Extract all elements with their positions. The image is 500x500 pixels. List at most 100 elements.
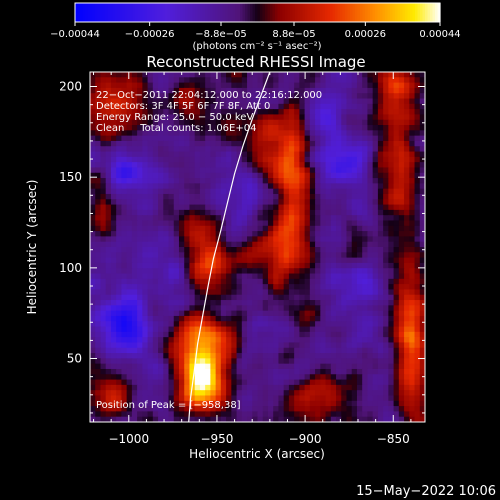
heatmap-pixel [393,193,400,200]
heatmap-pixel [377,98,384,105]
heatmap-pixel [105,140,112,147]
heatmap-pixel [315,151,321,158]
heatmap-pixel [267,125,274,131]
heatmap-pixel [299,384,306,391]
heatmap-pixel [105,257,112,264]
colorbar-cell [322,3,326,22]
heatmap-pixel [341,125,347,131]
heatmap-pixel [320,98,327,105]
heatmap-pixel [330,284,337,290]
heatmap-pixel [247,188,253,195]
heatmap-pixel [220,109,227,115]
heatmap-pixel [315,390,321,396]
heatmap-pixel [142,384,149,391]
heatmap-pixel [210,178,217,184]
heatmap-pixel [288,215,295,221]
heatmap-pixel [163,183,170,190]
heatmap-pixel [231,368,238,375]
heatmap-pixel [189,284,196,290]
heatmap-pixel [404,257,410,264]
heatmap-pixel [100,326,107,333]
heatmap-pixel [168,188,175,195]
heatmap-pixel [288,406,295,412]
heatmap-pixel [215,119,222,126]
heatmap-pixel [299,93,306,100]
heatmap-pixel [388,363,395,370]
heatmap-pixel [90,353,96,359]
heatmap-pixel [205,183,211,190]
heatmap-pixel [147,162,154,168]
heatmap-pixel [241,289,248,296]
heatmap-pixel [116,199,122,206]
heatmap-pixel [409,411,416,418]
heatmap-pixel [409,172,416,179]
heatmap-pixel [184,310,190,317]
heatmap-pixel [231,146,238,153]
heatmap-pixel [184,103,190,110]
heatmap-pixel [372,220,379,227]
heatmap-pixel [278,342,285,349]
heatmap-pixel [356,82,363,89]
heatmap-pixel [105,368,112,375]
heatmap-pixel [393,225,400,232]
heatmap-pixel [247,400,253,407]
heatmap-pixel [163,416,170,422]
heatmap-pixel [252,103,258,110]
heatmap-pixel [351,315,358,322]
heatmap-pixel [315,109,321,115]
heatmap-pixel [309,156,316,163]
heatmap-pixel [341,130,347,137]
colorbar-cell [152,3,156,22]
heatmap-pixel [288,353,295,359]
heatmap-pixel [236,363,243,370]
heatmap-pixel [351,262,358,269]
heatmap-pixel [288,199,295,206]
heatmap-pixel [121,300,128,306]
heatmap-pixel [273,146,279,153]
heatmap-pixel [336,146,342,153]
heatmap-pixel [257,315,264,322]
heatmap-pixel [199,353,206,359]
heatmap-pixel [419,146,425,153]
heatmap-pixel [105,310,112,317]
heatmap-pixel [121,204,128,211]
heatmap-pixel [330,379,337,386]
heatmap-pixel [137,77,143,84]
heatmap-pixel [184,390,190,396]
colorbar-cell [175,3,179,22]
heatmap-pixel [267,262,274,269]
colorbar-cell [277,3,281,22]
heatmap-pixel [414,384,421,391]
heatmap-pixel [336,337,342,343]
heatmap-pixel [226,326,232,333]
heatmap-pixel [283,98,290,105]
heatmap-pixel [173,294,180,301]
heatmap-pixel [205,204,211,211]
heatmap-pixel [283,273,290,280]
heatmap-pixel [90,225,96,232]
heatmap-pixel [131,162,138,168]
heatmap-pixel [315,93,321,100]
heatmap-pixel [194,140,201,147]
heatmap-pixel [388,310,395,317]
heatmap-pixel [147,215,154,221]
heatmap-pixel [152,77,159,84]
heatmap-pixel [178,241,185,248]
colorbar-cell [117,3,121,22]
heatmap-pixel [356,379,363,386]
heatmap-pixel [257,278,264,285]
heatmap-pixel [404,289,410,296]
heatmap-pixel [168,284,175,290]
heatmap-pixel [90,241,96,248]
heatmap-pixel [121,162,128,168]
heatmap-pixel [90,156,96,163]
heatmap-pixel [325,395,332,402]
heatmap-pixel [236,337,243,343]
colorbar-cell [180,3,184,22]
heatmap-pixel [372,273,379,280]
heatmap-pixel [299,72,306,78]
heatmap-pixel [110,236,117,243]
heatmap-pixel [325,109,332,115]
heatmap-pixel [393,215,400,221]
heatmap-pixel [105,411,112,418]
